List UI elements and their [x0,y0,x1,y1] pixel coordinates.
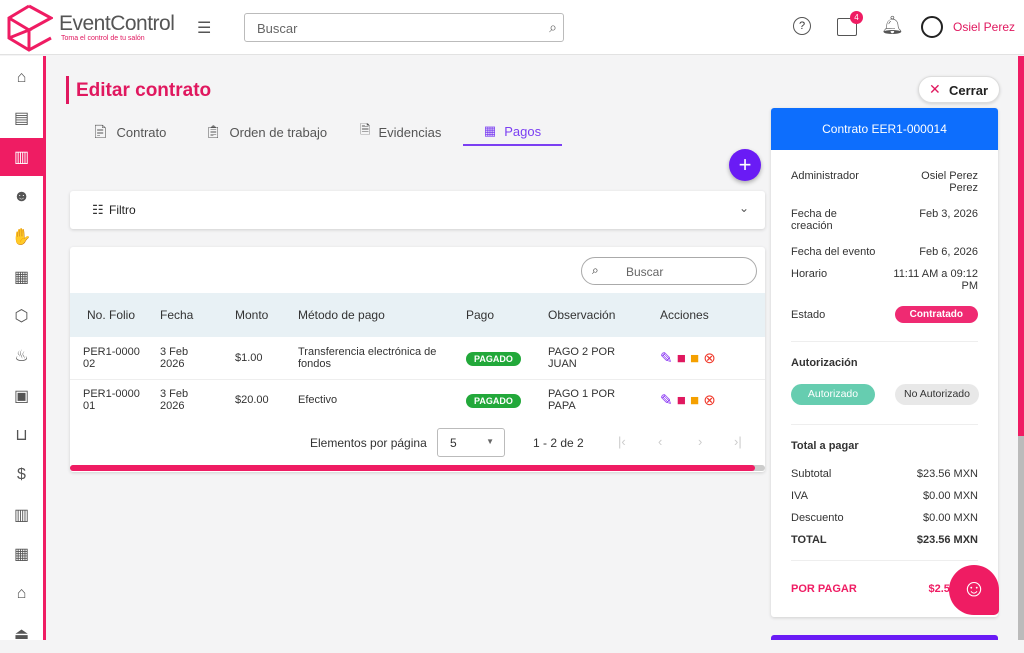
app-tagline: Toma el control de tu salón [61,35,145,42]
sidebar-item-documents[interactable]: ▤ [0,99,43,137]
authorized-button[interactable]: Autorizado [791,384,875,405]
table-header: No. Folio Fecha Monto Método de pago Pag… [70,293,765,337]
tab-contrato[interactable]: 📄︎ Contrato [92,124,167,140]
summary-title: Contrato EER1-000014 [771,108,998,150]
cancel-icon[interactable]: ⊗ [703,392,716,410]
title-accent [66,76,69,104]
sidebar-item-furniture[interactable]: ▣ [0,377,43,415]
user-name[interactable]: Osiel Perez [953,20,1016,34]
sidebar-item-contract[interactable]: ▥ [0,138,43,177]
page-title: Editar contrato [76,80,212,101]
sliders-icon: ☷ [92,202,104,217]
cash-icon: $ [17,466,26,483]
bell-icon[interactable]: 🔔︎ [881,15,904,35]
action-button[interactable] [771,635,998,640]
print-icon[interactable]: ■ [689,392,700,410]
sidebar-item-bank[interactable]: ⏏ [0,615,43,653]
app-name: EventControl [59,12,175,35]
cancel-icon[interactable]: ⊗ [703,349,716,367]
first-page-icon[interactable]: |‹ [618,434,626,449]
tab-evidencias[interactable]: 🗎 Evidencias [360,118,441,146]
sidebar-item-home[interactable]: ⌂ [0,59,43,97]
table-search-input[interactable]: ⌕ Buscar [581,257,757,285]
contract-summary-card: Contrato EER1-000014 Administrador Osiel … [771,108,998,617]
not-authorized-button[interactable]: No Autorizado [895,384,979,405]
clipboard-icon: 📋︎ [205,124,222,139]
dropdown-arrow-icon: ▼ [486,437,494,446]
sidebar-item-cake[interactable]: ♨ [0,337,43,375]
status-badge: PAGADO [466,351,521,366]
last-page-icon[interactable]: ›| [734,434,742,449]
warehouse-icon: ▥ [13,506,30,524]
sidebar: ⌂ ▤ ▥ ☻ ✋ ▦ ⬡ ♨ ▣ ⊔ $ ▥ ▦ ⌂ ⏏ [0,56,46,643]
close-button[interactable]: ✕ Cerrar [918,76,1000,103]
sidebar-item-cash[interactable]: $ [0,456,43,494]
table-row: PER1-000001 3 Feb 2026 $20.00 Efectivo P… [83,388,716,413]
search-icon: ⌕ [592,263,599,277]
support-chat-button[interactable]: ☺ [949,565,999,615]
basket-icon: ⊔ [15,427,28,445]
sidebar-item-handshake[interactable]: ✋ [0,218,43,256]
next-page-icon[interactable]: › [698,434,703,449]
sidebar-item-users[interactable]: ☻ [0,178,43,216]
logo-icon [7,4,53,52]
top-header: EventControl Toma el control de tu salón… [0,0,1024,55]
search-input[interactable]: Buscar ⌕ [244,13,564,42]
table-row: PER1-000002 3 Feb 2026 $1.00 Transferenc… [70,337,765,379]
contract-icon: ▥ [13,149,30,167]
edit-icon[interactable]: ✎ [660,392,673,410]
status-badge: PAGADO [466,394,521,409]
inventory-icon: ▦ [13,268,30,286]
filter-label: Filtro [109,203,136,217]
print-icon[interactable]: ■ [689,349,700,367]
per-page-select[interactable]: 5 ▼ [437,428,505,457]
handshake-icon: ✋ [11,228,32,246]
package-icon: ⬡ [14,308,29,326]
building-icon: ▦ [13,546,30,564]
sidebar-item-package[interactable]: ⬡ [0,297,43,335]
notification-badge: 4 [850,11,863,24]
bank-icon: ⏏ [13,625,30,643]
delete-icon[interactable]: ■ [676,392,686,410]
per-page-label: Elementos por página [310,436,427,450]
edit-icon[interactable]: ✎ [660,349,673,367]
document-icon: 🗎 [360,122,371,137]
sidebar-item-inventory[interactable]: ▦ [0,258,43,296]
delete-icon[interactable]: ■ [676,349,686,367]
menu-icon[interactable]: ☰ [197,20,212,37]
tab-orden-de-trabajo[interactable]: 📋︎ Orden de trabajo [205,124,328,140]
close-icon: ✕ [929,81,941,97]
store-icon: ⌂ [16,585,27,603]
home-icon: ⌂ [16,69,27,86]
payments-icon: ▦ [483,123,497,138]
tab-pagos[interactable]: ▦ Pagos [463,118,562,146]
search-icon: ⌕ [549,19,557,35]
filter-panel[interactable]: ☷ Filtro ⌄ [70,191,765,229]
chevron-down-icon: ⌄ [738,201,749,215]
avatar[interactable] [921,16,943,38]
calendar-icon[interactable] [837,18,857,36]
furniture-icon: ▣ [13,387,30,405]
help-icon[interactable]: ? [793,17,811,35]
cake-icon: ♨ [14,347,29,365]
sidebar-item-building[interactable]: ▦ [0,535,43,573]
users-icon: ☻ [13,188,30,206]
payments-card: ⌕ Buscar No. Folio Fecha Monto Método de… [70,247,765,472]
documents-icon: ▤ [13,109,30,127]
add-payment-button[interactable]: + [729,149,761,181]
page-range: 1 - 2 de 2 [533,436,584,450]
page-scrollbar[interactable] [1018,56,1024,640]
horizontal-scrollbar[interactable] [70,465,765,471]
sidebar-item-store[interactable]: ⌂ [0,575,43,613]
sidebar-item-basket[interactable]: ⊔ [0,416,43,454]
payments-table: No. Folio Fecha Monto Método de pago Pag… [70,293,765,421]
status-badge: Contratado [894,306,978,323]
sidebar-item-warehouse[interactable]: ▥ [0,496,43,534]
prev-page-icon[interactable]: ‹ [658,434,663,449]
contract-icon: 📄︎ [92,124,109,139]
